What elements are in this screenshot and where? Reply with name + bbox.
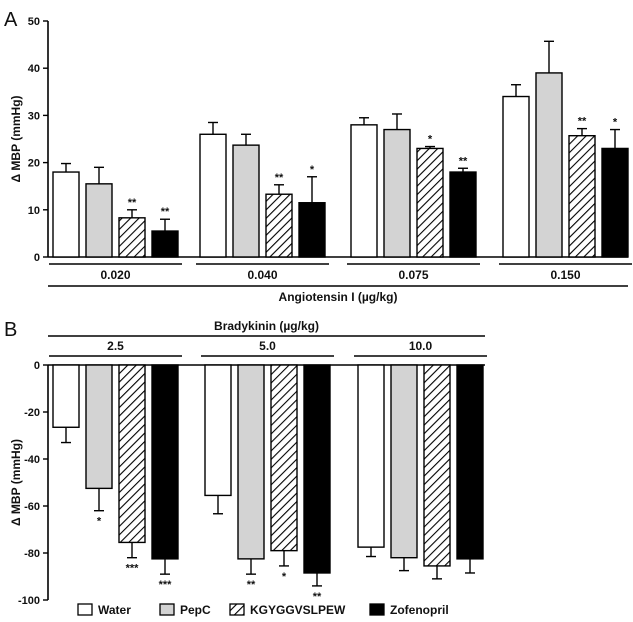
bar-kgyggvslpew-0-075 <box>416 147 444 258</box>
bar-water-0-075 <box>350 124 378 258</box>
panel-b-label: B <box>4 319 17 341</box>
bar-pepc-0-040 <box>232 144 260 258</box>
bar-zofenopril-0-020 <box>151 230 179 258</box>
y-axis-title: Δ MBP (mmHg) <box>9 439 23 526</box>
legend-swatch-water <box>77 603 93 616</box>
category-label-5-0: 5.0 <box>259 339 276 353</box>
bar-water-0-020 <box>52 171 80 258</box>
category-label-0-040: 0.040 <box>247 268 277 282</box>
bar-zofenopril-2-5 <box>151 364 179 560</box>
bar-kgyggvslpew-2-5 <box>118 364 146 544</box>
bar-water-0-150 <box>502 95 530 258</box>
significance-mark: ** <box>161 206 170 218</box>
significance-mark: ** <box>128 197 137 209</box>
x-axis-title: Angiotensin I (µg/kg) <box>279 290 398 304</box>
legend-label-zofenopril: Zofenopril <box>390 603 449 617</box>
significance-mark: ** <box>313 591 322 603</box>
bar-water-2-5 <box>52 364 80 428</box>
bar-zofenopril-0-040 <box>298 202 326 258</box>
y-tick-label: -40 <box>24 454 40 466</box>
legend-swatch-pepc <box>159 603 175 616</box>
bar-pepc-2-5 <box>85 364 113 490</box>
significance-mark: * <box>428 134 433 146</box>
y-tick-label: -100 <box>18 595 40 607</box>
category-label-2-5: 2.5 <box>107 339 124 353</box>
bar-pepc-5-0 <box>237 364 265 560</box>
y-tick-label: -60 <box>24 501 40 513</box>
bar-pepc-10-0 <box>390 364 418 559</box>
y-axis-title: Δ MBP (mmHg) <box>9 95 23 182</box>
significance-mark: ** <box>578 116 587 128</box>
legend-swatch-zofenopril <box>369 603 385 616</box>
legend-swatch-kgyggvslpew <box>229 603 245 616</box>
bar-zofenopril-0-075 <box>449 171 477 258</box>
bar-kgyggvslpew-0-020 <box>118 217 146 258</box>
y-tick-label: 0 <box>34 252 40 264</box>
legend-label-pepc: PepC <box>180 603 211 617</box>
significance-mark: ** <box>247 579 256 591</box>
y-tick-label: 40 <box>28 63 40 75</box>
y-tick-label: -80 <box>24 548 40 560</box>
category-label-0-020: 0.020 <box>100 268 130 282</box>
significance-mark: * <box>310 164 315 176</box>
x-axis-title: Bradykinin (µg/kg) <box>214 319 319 333</box>
y-tick-label: 20 <box>28 158 40 170</box>
legend-label-kgyggvslpew: KGYGGVSLPEW <box>250 603 346 617</box>
bar-water-5-0 <box>204 364 232 497</box>
significance-mark: * <box>613 117 618 129</box>
significance-mark: *** <box>159 579 173 591</box>
bar-pepc-0-020 <box>85 183 113 258</box>
significance-mark: ** <box>275 172 284 184</box>
bar-water-0-040 <box>199 133 227 258</box>
bar-pepc-0-150 <box>535 72 563 258</box>
panel-a-label: A <box>4 9 18 31</box>
y-tick-label: 0 <box>34 360 40 372</box>
y-tick-label: -20 <box>24 407 40 419</box>
category-label-0-075: 0.075 <box>398 268 428 282</box>
legend-label-water: Water <box>98 603 131 617</box>
bar-zofenopril-5-0 <box>303 364 331 574</box>
bar-zofenopril-0-150 <box>601 147 629 258</box>
significance-mark: *** <box>126 563 140 575</box>
significance-mark: * <box>282 571 287 583</box>
bar-kgyggvslpew-0-150 <box>568 134 596 258</box>
legend: Water PepC KGYGGVSLPEW Zofenopril <box>77 603 449 617</box>
bar-pepc-0-075 <box>383 128 411 258</box>
bar-zofenopril-10-0 <box>456 364 484 560</box>
significance-mark: ** <box>459 155 468 167</box>
y-tick-label: 30 <box>28 110 40 122</box>
bar-kgyggvslpew-10-0 <box>423 364 451 567</box>
category-label-10-0: 10.0 <box>409 339 433 353</box>
category-label-0-150: 0.150 <box>550 268 580 282</box>
bar-kgyggvslpew-0-040 <box>265 193 293 258</box>
significance-mark: * <box>97 516 102 528</box>
y-tick-label: 50 <box>28 16 40 28</box>
y-tick-label: 10 <box>28 205 40 217</box>
bar-water-10-0 <box>357 364 385 548</box>
bar-kgyggvslpew-5-0 <box>270 364 298 552</box>
